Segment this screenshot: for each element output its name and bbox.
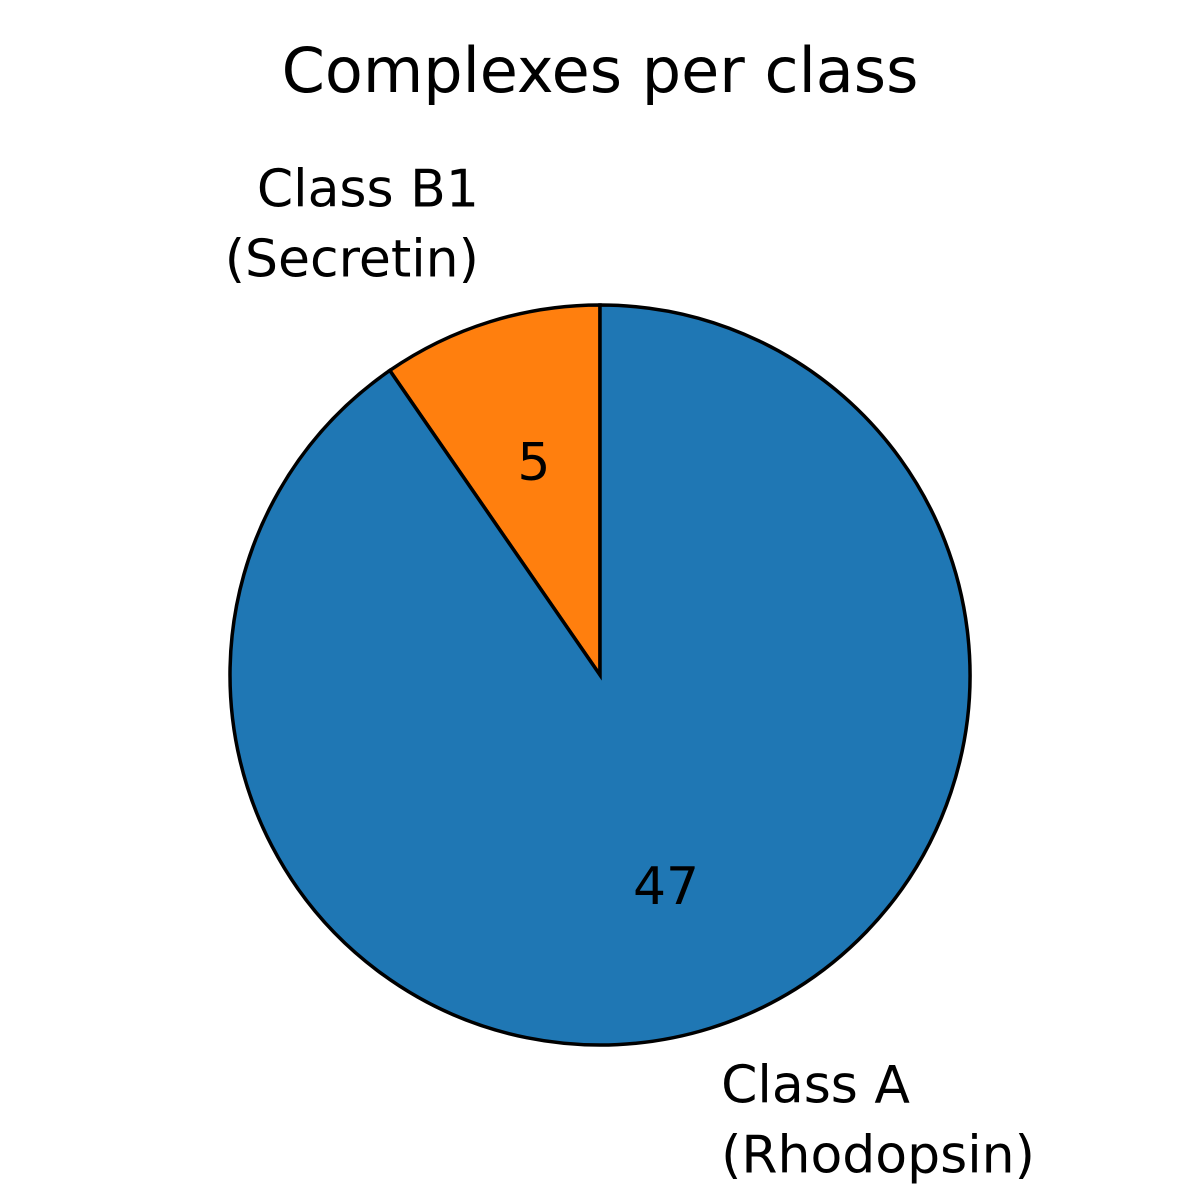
pie-category-label-line: (Rhodopsin) bbox=[721, 1126, 1035, 1186]
pie-category-label-line: (Secretin) bbox=[225, 229, 479, 289]
pie-category-label-1: Class A (Rhodopsin) bbox=[721, 1056, 1035, 1186]
pie-value-label-1: 47 bbox=[633, 857, 699, 917]
pie-category-label-line: Class B1 bbox=[257, 159, 479, 219]
pie-value-label-0: 5 bbox=[517, 433, 550, 493]
pie-slice-0 bbox=[387, 303, 602, 681]
pie-value-labels: 5 47 bbox=[517, 433, 699, 917]
chart-title: Complexes per class bbox=[282, 34, 919, 107]
pie-slices bbox=[228, 303, 972, 1047]
pie-slice-1 bbox=[228, 303, 972, 1047]
pie-category-label-line: Class A bbox=[721, 1056, 910, 1116]
pie-category-label-0: Class B1 (Secretin) bbox=[225, 159, 479, 289]
pie-category-labels: Class B1 (Secretin) Class A (Rhodopsin) bbox=[225, 159, 1035, 1185]
